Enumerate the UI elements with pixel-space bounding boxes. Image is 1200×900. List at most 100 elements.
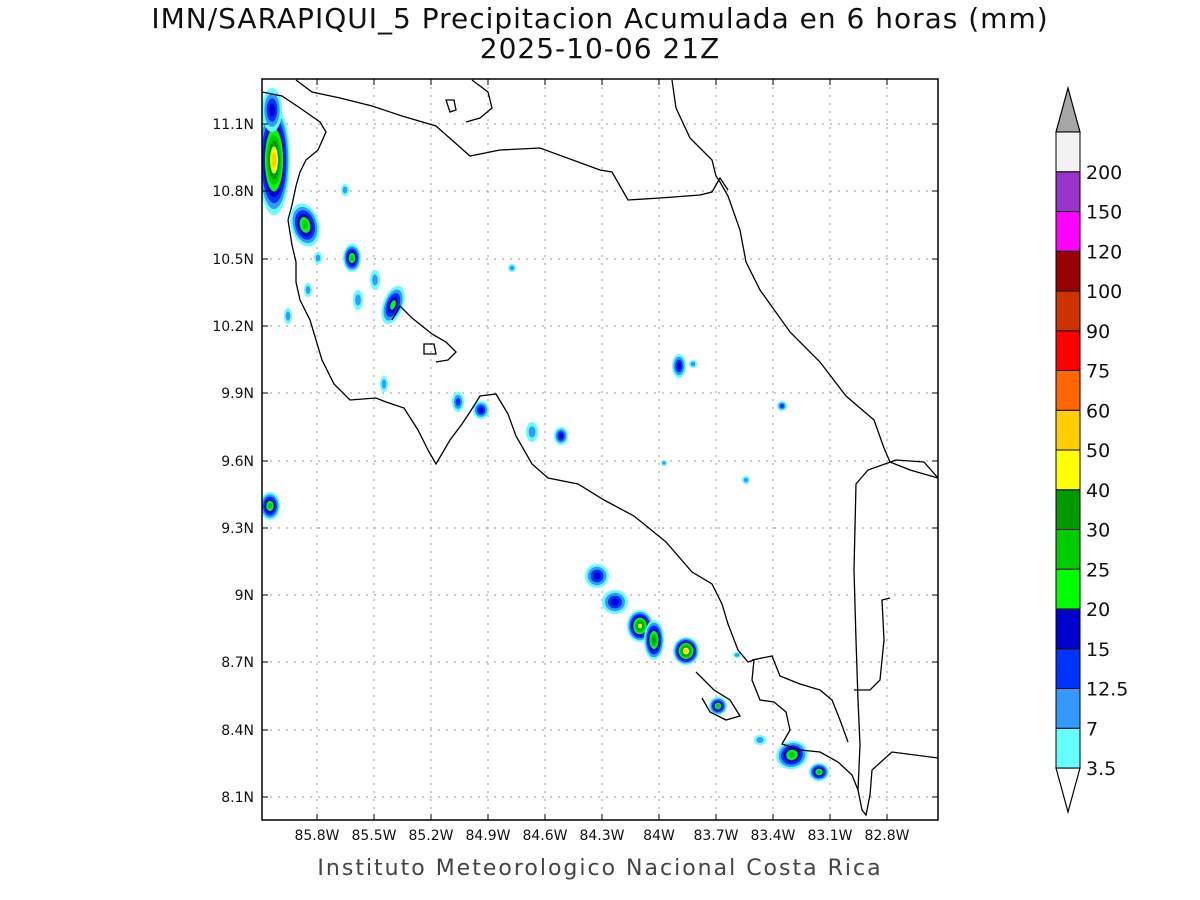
colorbar-swatch bbox=[1055, 529, 1081, 570]
colorbar-level-label: 60 bbox=[1086, 400, 1110, 422]
axis-ticks bbox=[262, 79, 938, 820]
colorbar-level-label: 100 bbox=[1086, 281, 1122, 303]
rain-cell bbox=[554, 427, 568, 445]
colorbar-level-label: 75 bbox=[1086, 361, 1110, 383]
longitude-label: 84.9W bbox=[465, 828, 510, 844]
rain-cell bbox=[526, 422, 538, 442]
latitude-label: 8.1N bbox=[221, 790, 254, 806]
longitude-label: 85.5W bbox=[351, 828, 396, 844]
colorbar-swatch bbox=[1055, 688, 1081, 729]
rain-cell bbox=[672, 354, 686, 378]
colorbar-swatch bbox=[1055, 171, 1081, 212]
latitude-label: 9.3N bbox=[221, 521, 254, 537]
colorbar-level-label: 7 bbox=[1086, 718, 1098, 740]
latitude-label: 10.2N bbox=[212, 319, 254, 335]
colorbar-level-label: 40 bbox=[1086, 480, 1110, 502]
rain-cell bbox=[353, 290, 363, 310]
rain-cell bbox=[262, 105, 290, 215]
latitude-label: 9.6N bbox=[221, 454, 254, 470]
colorbar-under-arrow bbox=[1055, 767, 1081, 815]
latitude-label: 9.9N bbox=[221, 386, 254, 402]
rain-cell bbox=[262, 492, 280, 520]
latitude-label: 8.4N bbox=[221, 723, 254, 739]
colorbar-swatch bbox=[1055, 648, 1081, 689]
colorbar-level-label: 20 bbox=[1086, 599, 1110, 621]
colorbar-swatch bbox=[1055, 131, 1081, 173]
colorbar-swatch bbox=[1055, 568, 1081, 610]
colorbar-swatch bbox=[1055, 211, 1081, 252]
rain-cell bbox=[776, 740, 808, 770]
longitude-labels: 85.8W 85.5W 85.2W 84.9W 84.6W 84.3W 84W 83.7W 83… bbox=[294, 828, 909, 844]
colorbar-swatch bbox=[1055, 727, 1081, 769]
rain-cell bbox=[341, 184, 349, 196]
longitude-label: 84.6W bbox=[522, 828, 567, 844]
latitude-label: 10.5N bbox=[212, 252, 254, 268]
rain-cell bbox=[602, 590, 628, 614]
colorbar-level-label: 30 bbox=[1086, 520, 1110, 542]
rain-cell bbox=[370, 270, 380, 290]
colorbar-swatch bbox=[1055, 290, 1081, 332]
rain-cell bbox=[585, 564, 609, 588]
colorbar-swatch bbox=[1055, 370, 1081, 411]
rain-cell bbox=[343, 244, 361, 272]
colorbar-swatch bbox=[1055, 608, 1081, 650]
rain-cell bbox=[689, 360, 697, 368]
colorbar-swatch bbox=[1055, 250, 1081, 292]
colorbar-swatch bbox=[1055, 409, 1081, 451]
colorbar-level-label: 120 bbox=[1086, 241, 1122, 263]
rain-cell bbox=[709, 697, 727, 715]
rain-cell bbox=[381, 285, 405, 325]
rain-cell bbox=[809, 763, 829, 781]
rain-cell bbox=[473, 401, 489, 419]
colorbar-level-label: 90 bbox=[1086, 321, 1110, 343]
latitude-label: 10.8N bbox=[212, 184, 254, 200]
precipitation-field bbox=[262, 88, 829, 781]
map-title: IMN/SARAPIQUI_5 Precipitacion Acumulada … bbox=[151, 2, 1049, 35]
rain-cell bbox=[742, 476, 750, 484]
colorbar-swatch bbox=[1055, 489, 1081, 530]
latitude-labels: 11.1N 10.8N 10.5N 10.2N 9.9N 9.6N 9.3N 9N 8.7N 8.… bbox=[212, 117, 254, 806]
longitude-label: 85.2W bbox=[408, 828, 453, 844]
rain-cell bbox=[262, 88, 282, 132]
rain-cell bbox=[314, 252, 322, 264]
rain-cell bbox=[754, 735, 766, 745]
longitude-label: 83.4W bbox=[750, 828, 795, 844]
latitude-label: 9N bbox=[235, 588, 254, 604]
colorbar-legend: 3.5 7 12.5 15 20 25 30 40 50 60 75 90 100 120 150 200 bbox=[1055, 85, 1128, 815]
colorbar-level-label: 3.5 bbox=[1086, 758, 1116, 780]
colorbar-level-label: 15 bbox=[1086, 639, 1110, 661]
longitude-label: 83.1W bbox=[807, 828, 852, 844]
rain-cell bbox=[644, 620, 664, 660]
longitude-label: 82.8W bbox=[864, 828, 909, 844]
colorbar-level-label: 12.5 bbox=[1086, 679, 1128, 701]
colorbar-level-label: 200 bbox=[1086, 162, 1122, 184]
rain-cell bbox=[380, 376, 388, 392]
colorbar-swatch bbox=[1055, 330, 1081, 371]
colorbar-level-label: 50 bbox=[1086, 440, 1110, 462]
longitude-label: 84.3W bbox=[579, 828, 624, 844]
map-valid-time: 2025-10-06 21Z bbox=[479, 32, 721, 65]
rain-cell bbox=[777, 401, 787, 411]
footer-credit: Instituto Meteorologico Nacional Costa R… bbox=[317, 856, 883, 881]
colorbar-over-arrow bbox=[1055, 85, 1081, 133]
colorbar-swatch bbox=[1055, 449, 1081, 491]
rain-cell bbox=[284, 308, 292, 324]
colorbar-level-label: 25 bbox=[1086, 559, 1110, 581]
country-borders bbox=[262, 79, 938, 817]
longitude-label: 84W bbox=[643, 828, 675, 844]
longitude-label: 85.8W bbox=[294, 828, 339, 844]
latitude-label: 8.7N bbox=[221, 655, 254, 671]
rain-cell bbox=[290, 203, 320, 247]
colorbar-level-label: 150 bbox=[1086, 202, 1122, 224]
longitude-label: 83.7W bbox=[693, 828, 738, 844]
latitude-label: 11.1N bbox=[212, 117, 254, 133]
rain-cell bbox=[673, 637, 699, 665]
rain-cell bbox=[508, 264, 516, 272]
rain-cell bbox=[452, 392, 464, 412]
rain-cell bbox=[661, 460, 667, 466]
rain-cell bbox=[733, 652, 741, 658]
map-frame bbox=[261, 78, 939, 821]
rain-cell bbox=[304, 283, 312, 297]
map-gridlines bbox=[262, 79, 938, 820]
